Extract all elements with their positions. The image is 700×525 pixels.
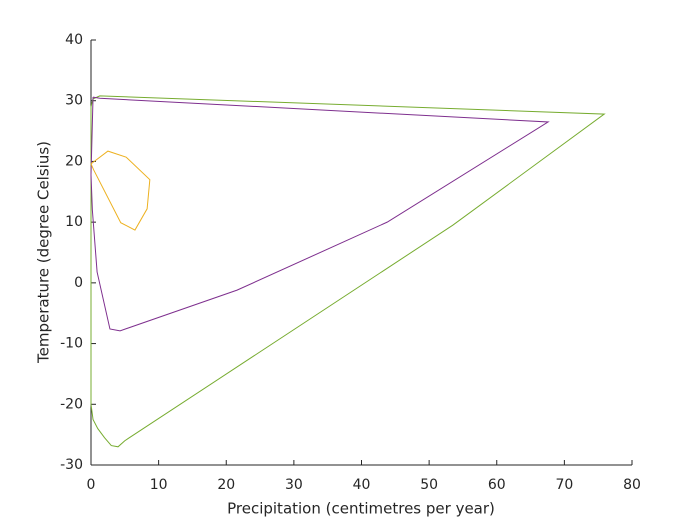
x-tick-label: 30 (285, 477, 303, 493)
x-tick-label: 60 (488, 477, 506, 493)
y-tick-label: -20 (60, 396, 83, 412)
x-tick-label: 70 (555, 477, 573, 493)
data-line (90, 150, 151, 231)
y-tick-label: 0 (74, 275, 83, 291)
y-tick-label: -30 (60, 457, 83, 473)
x-tick-label: 0 (87, 477, 96, 493)
x-tick-label: 20 (217, 477, 235, 493)
x-tick-label: 10 (150, 477, 168, 493)
x-tick-label: 40 (353, 477, 371, 493)
x-axis-label: Precipitation (centimetres per year) (227, 500, 495, 518)
x-tick-label: 80 (623, 477, 641, 493)
y-axis-label: Temperature (degree Celsius) (35, 141, 53, 364)
y-tick-label: 10 (65, 214, 83, 230)
x-tick-label: 50 (420, 477, 438, 493)
y-tick-label: 20 (65, 153, 83, 169)
y-tick-label: 40 (65, 32, 83, 48)
y-tick-label: -10 (60, 336, 83, 352)
y-tick-label: 30 (65, 93, 83, 109)
data-line (90, 96, 550, 332)
